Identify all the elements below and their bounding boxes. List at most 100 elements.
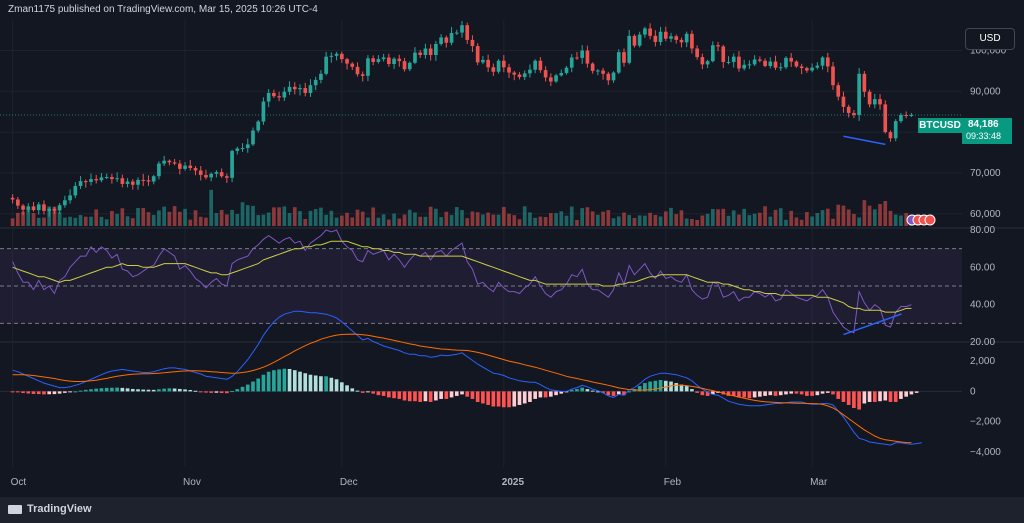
candle-body (355, 66, 360, 75)
volume-bar (209, 189, 214, 226)
macd-hist-bar (601, 391, 605, 393)
macd-hist-bar (167, 388, 172, 392)
candle-body (721, 46, 726, 62)
candle-body (512, 72, 517, 75)
candle-body (564, 67, 569, 73)
volume-bar (99, 216, 104, 226)
candle-body (528, 69, 532, 74)
candle-body (272, 92, 276, 97)
macd-hist-bar (648, 381, 652, 392)
volume-bar (878, 204, 882, 226)
macd-line (12, 310, 922, 446)
volume-bar (538, 216, 543, 226)
candle-body (287, 86, 292, 92)
macd-hist-bar (554, 391, 558, 396)
candle-body (324, 56, 328, 74)
macd-hist-bar (136, 389, 140, 392)
candle-body (366, 58, 370, 76)
candle-body (836, 85, 841, 97)
macd-hist-bar (381, 391, 386, 396)
macd-hist-bar (376, 391, 381, 396)
volume-bar (277, 207, 281, 226)
candle-body (893, 121, 898, 139)
candle-body (648, 28, 652, 36)
candle-body (345, 59, 349, 64)
candle-body (157, 163, 161, 177)
volume-bar (653, 214, 658, 226)
candle-body (883, 104, 888, 133)
macd-hist-bar (606, 391, 611, 396)
macd-hist-bar (507, 391, 511, 408)
macd-hist-bar (298, 371, 302, 392)
volume-bar (172, 206, 177, 226)
bar-countdown: 09:33:48 (966, 131, 1002, 141)
candle-body (622, 52, 626, 63)
volume-bar (857, 217, 861, 226)
candle-body (710, 45, 715, 62)
volume-bar (773, 209, 778, 226)
volume-bar (235, 214, 240, 226)
rsi-band (0, 248, 962, 324)
volume-bar (690, 219, 694, 226)
candle-body (852, 112, 856, 116)
currency-button[interactable]: USD (965, 28, 1015, 50)
candle-body (225, 176, 229, 178)
tradingview-icon (8, 504, 22, 514)
macd-hist-bar (26, 391, 31, 394)
macd-hist-bar (52, 391, 57, 395)
candle-body (810, 67, 814, 71)
candle-body (643, 28, 647, 35)
candle-body (230, 150, 234, 178)
macd-hist-bar (674, 383, 679, 392)
chart-canvas[interactable]: 60,00070,00080,00090,000100,00020.0040.0… (0, 20, 1024, 497)
macd-hist-bar (214, 391, 219, 393)
candle-body (758, 59, 762, 61)
volume-bar (710, 208, 715, 226)
macd-hist-bar (230, 391, 234, 393)
volume-bar (183, 208, 187, 226)
rsi-tick-label: 60.00 (970, 262, 995, 273)
macd-hist-bar (428, 391, 433, 402)
macd-hist-bar (522, 391, 527, 404)
macd-hist-bar (867, 391, 872, 402)
candle-body (63, 200, 67, 206)
macd-hist-bar (549, 391, 553, 397)
macd-hist-bar (559, 391, 564, 394)
macd-hist-bar (104, 387, 109, 392)
tradingview-logo[interactable]: TradingView (8, 503, 92, 515)
candle-body (522, 73, 527, 78)
volume-bar (21, 211, 25, 226)
x-tick-label: Dec (340, 477, 358, 488)
candle-body (319, 73, 323, 80)
macd-hist-bar (397, 391, 402, 399)
volume-bar (679, 210, 684, 226)
macd-hist-bar (392, 391, 396, 399)
macd-hist-bar (752, 391, 757, 398)
candle-body (125, 181, 130, 184)
volume-bar (110, 210, 114, 226)
volume-bar (36, 217, 41, 226)
candle-body (423, 48, 428, 56)
volume-bar (475, 212, 480, 226)
macd-hist-bar (31, 391, 36, 394)
candle-body (679, 39, 684, 43)
candle-body (282, 91, 287, 98)
volume-bar (402, 214, 407, 226)
macd-tick-label: −4,000 (970, 447, 1001, 458)
macd-hist-bar (810, 391, 814, 396)
candle-body (136, 179, 140, 185)
volume-bar (366, 217, 370, 226)
candle-body (805, 68, 809, 71)
volume-bar (684, 218, 689, 226)
volume-bar (219, 209, 224, 226)
macd-hist-bar (684, 386, 689, 392)
macd-hist-bar (292, 370, 297, 392)
macd-hist-bar (465, 391, 470, 397)
candle-body (742, 64, 747, 69)
candle-body (778, 67, 783, 69)
volume-bar (251, 205, 255, 226)
candle-body (167, 160, 172, 163)
volume-bar (632, 217, 637, 226)
candle-body (188, 165, 193, 169)
volume-bar (784, 219, 788, 226)
